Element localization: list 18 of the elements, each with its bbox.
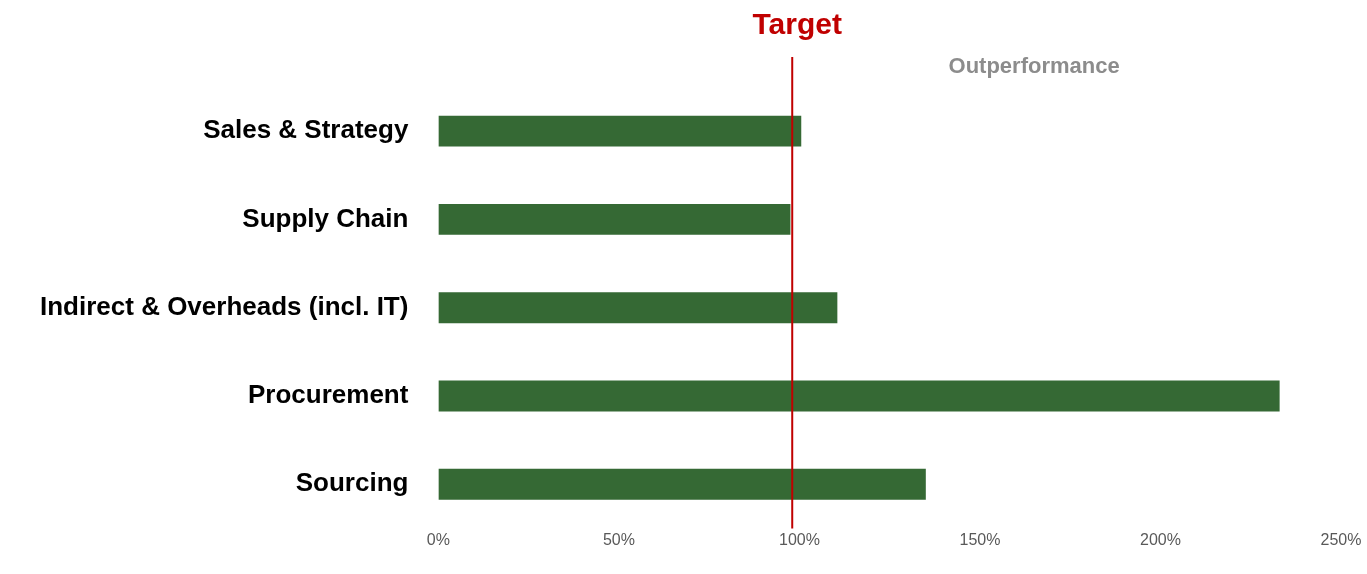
bar — [438, 203, 791, 235]
x-tick-label: 150% — [959, 531, 1001, 549]
x-tick-label: 100% — [778, 531, 820, 549]
y-tick-label: Sourcing — [295, 467, 409, 498]
bar — [438, 292, 838, 324]
x-tick-label: 250% — [1320, 531, 1362, 549]
bar — [438, 380, 1280, 412]
x-tick-label: 200% — [1140, 531, 1181, 549]
x-tick-label: 0% — [426, 531, 450, 549]
annotation: Outperformance — [948, 53, 1120, 79]
ref-line-label: Target — [752, 7, 842, 41]
y-tick-label: Supply Chain — [242, 202, 409, 233]
bar — [438, 468, 926, 500]
x-tick-label: 50% — [602, 531, 635, 549]
y-tick-label: Sales & Strategy — [203, 114, 409, 145]
bar — [438, 115, 802, 147]
y-tick-label: Procurement — [248, 379, 409, 410]
y-tick-label: Indirect & Overheads (incl. IT) — [40, 290, 409, 321]
